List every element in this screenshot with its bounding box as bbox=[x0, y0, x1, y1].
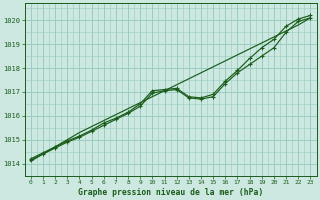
X-axis label: Graphe pression niveau de la mer (hPa): Graphe pression niveau de la mer (hPa) bbox=[78, 188, 263, 197]
